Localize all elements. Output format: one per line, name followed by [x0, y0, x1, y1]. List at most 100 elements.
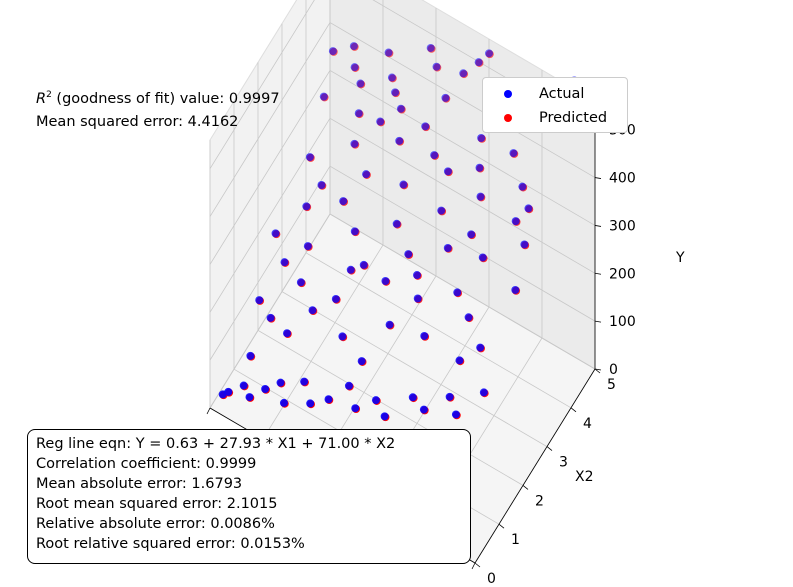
actual-point — [344, 381, 353, 390]
actual-point — [328, 47, 337, 56]
actual-point — [451, 410, 460, 419]
actual-point — [280, 258, 289, 267]
y-tick-mark — [594, 225, 602, 227]
actual-point — [346, 265, 355, 274]
actual-point — [303, 242, 312, 251]
actual-point — [509, 149, 518, 158]
actual-point — [455, 356, 464, 365]
mse-stat: Mean squared error: 4.4162 — [36, 113, 239, 130]
x1-tick-mark — [206, 407, 211, 415]
actual-point — [432, 62, 441, 71]
actual-point — [477, 133, 486, 142]
actual-point — [306, 399, 315, 408]
actual-point — [350, 139, 359, 148]
y-tick-mark — [594, 272, 602, 275]
legend-label-predicted: Predicted — [539, 110, 608, 126]
y-tick-label: 300 — [609, 218, 636, 234]
actual-point — [475, 163, 484, 172]
actual-point — [404, 250, 413, 259]
legend-marker-predicted — [504, 114, 512, 122]
x2-tick-label: 2 — [535, 493, 544, 509]
actual-point — [419, 405, 428, 414]
actual-point — [391, 88, 400, 97]
actual-point — [387, 73, 396, 82]
x2-axis-label: X2 — [575, 469, 594, 485]
actual-point — [459, 69, 468, 78]
x2-tick-mark — [570, 407, 577, 413]
grid-line-x1 — [262, 0, 384, 440]
data-points — [218, 42, 580, 422]
legend-item-predicted: Predicted — [483, 108, 607, 128]
actual-point — [371, 396, 380, 405]
y-tick-label: 200 — [609, 266, 636, 282]
actual-point — [380, 412, 389, 421]
actual-point — [474, 58, 483, 67]
actual-point — [331, 294, 340, 303]
correlation-stat: Correlation coefficient: 0.9999 — [36, 456, 257, 472]
legend-item-actual: Actual — [483, 84, 584, 104]
legend-label-actual: Actual — [539, 86, 585, 102]
actual-point — [351, 404, 360, 413]
actual-point — [385, 320, 394, 329]
actual-point — [392, 219, 401, 228]
actual-point — [467, 230, 476, 239]
actual-point — [524, 204, 533, 213]
x2-tick-mark — [546, 446, 553, 451]
actual-point — [453, 288, 462, 297]
actual-point — [300, 377, 309, 386]
actual-point — [430, 151, 439, 160]
actual-point — [245, 393, 254, 402]
actual-point — [443, 243, 452, 252]
x2-tick-mark — [498, 523, 505, 529]
actual-point — [255, 296, 264, 305]
actual-point — [413, 271, 421, 280]
actual-point — [485, 49, 493, 58]
actual-point — [305, 153, 314, 162]
actual-point — [396, 104, 405, 113]
actual-point — [239, 381, 248, 390]
actual-point — [420, 331, 429, 340]
actual-point — [224, 387, 233, 396]
actual-point — [426, 43, 435, 52]
actual-point — [520, 240, 529, 249]
actual-point — [376, 117, 385, 126]
actual-point — [276, 378, 285, 387]
x2-tick-label: 1 — [511, 532, 520, 548]
legend: Actual Predicted — [482, 77, 628, 133]
actual-point — [354, 109, 363, 118]
actual-point — [338, 332, 347, 341]
x2-tick-label: 5 — [607, 377, 616, 393]
actual-point — [381, 277, 390, 286]
y-tick-mark — [594, 320, 602, 323]
actual-point — [437, 206, 446, 215]
actual-point — [511, 217, 520, 226]
y-tick-label: 0 — [609, 362, 618, 378]
actual-point — [413, 294, 422, 303]
actual-point — [511, 285, 520, 294]
tick-labels: 0100200300400500012345 — [206, 123, 636, 587]
actual-point — [479, 388, 488, 397]
grid-line-x1 — [209, 0, 331, 409]
regression-equation: Reg line eqn: Y = 0.63 + 27.93 * X1 + 71… — [36, 436, 396, 452]
actual-point — [478, 253, 487, 262]
actual-point — [421, 122, 430, 131]
mae-stat: Mean absolute error: 1.6793 — [36, 476, 243, 492]
actual-point — [324, 395, 333, 404]
y-tick-mark — [594, 177, 602, 179]
actual-point — [246, 351, 255, 360]
actual-point — [283, 329, 291, 338]
actual-point — [476, 192, 485, 201]
x2-tick-label: 0 — [487, 571, 496, 587]
actual-point — [384, 48, 393, 57]
legend-marker-actual — [504, 90, 512, 98]
r2-stat: R2 (goodness of fit) value: 0.9997 — [36, 90, 280, 107]
actual-point — [518, 182, 527, 191]
actual-point — [271, 229, 280, 238]
actual-point — [359, 260, 368, 269]
rrse-stat: Root relative squared error: 0.0153% — [36, 536, 305, 552]
x2-tick-label: 3 — [559, 455, 568, 471]
rae-stat: Relative absolute error: 0.0086% — [36, 516, 275, 532]
x2-tick-mark — [594, 368, 601, 374]
actual-point — [339, 197, 348, 206]
y-tick-label: 400 — [609, 171, 636, 187]
